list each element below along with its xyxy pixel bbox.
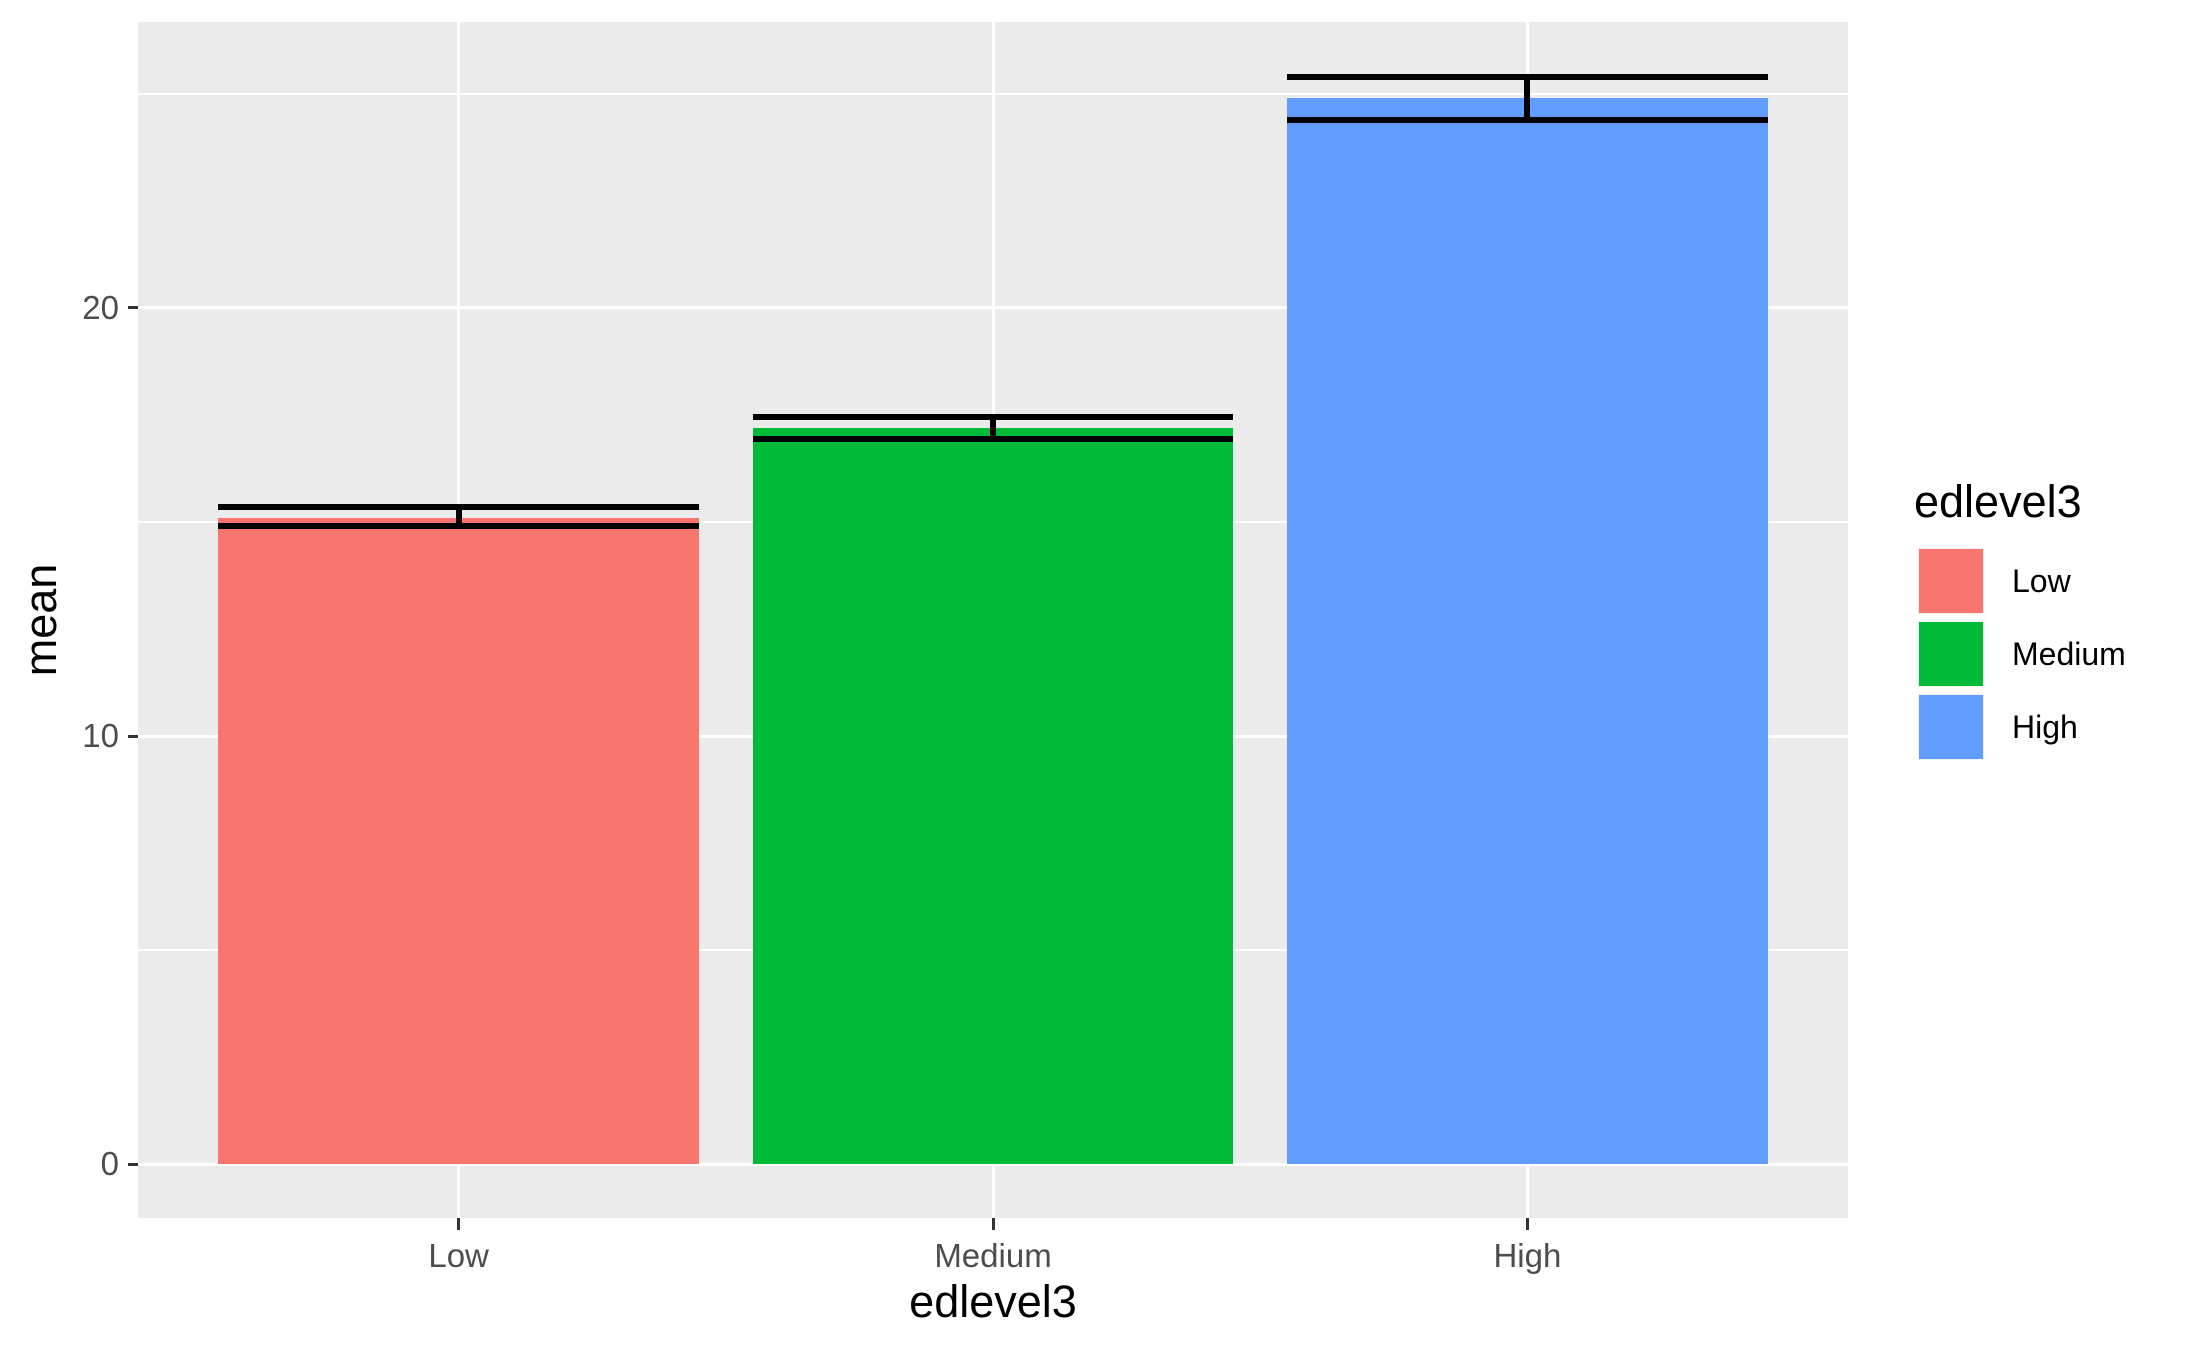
x-tick-mark	[457, 1218, 461, 1230]
error-bar-cap-bottom	[218, 523, 700, 530]
y-tick-label: 20	[82, 288, 119, 326]
legend-label: Low	[2012, 562, 2071, 599]
y-tick-mark	[128, 306, 138, 310]
y-tick-mark	[128, 734, 138, 738]
plot-panel	[138, 22, 1848, 1218]
y-tick-label: 0	[100, 1145, 119, 1183]
error-bar-stem	[455, 506, 462, 527]
legend-label: High	[2012, 708, 2078, 745]
x-tick-mark	[991, 1218, 995, 1230]
legend-swatch-high	[1918, 694, 1984, 760]
legend-title: edlevel3	[1914, 476, 2082, 527]
error-bar-cap-bottom	[1286, 116, 1768, 123]
legend-items: Low Medium High	[1918, 548, 2126, 767]
y-tick-mark	[128, 1162, 138, 1166]
bar-low	[218, 517, 700, 1165]
error-bar-stem	[990, 417, 996, 439]
legend-label: Medium	[2012, 635, 2126, 672]
y-tick-label: 10	[82, 717, 119, 754]
y-axis-title: mean	[15, 563, 66, 677]
x-axis-title: edlevel3	[909, 1276, 1077, 1327]
bar-high	[1286, 98, 1768, 1165]
legend-item-high: High	[1918, 694, 2126, 760]
x-tick-label-medium: Medium	[934, 1237, 1052, 1274]
legend-swatch-medium	[1918, 621, 1984, 687]
legend-swatch-low	[1918, 548, 1984, 614]
error-bar-stem	[1524, 76, 1531, 120]
bar-medium	[752, 427, 1234, 1165]
x-tick-label-low: Low	[428, 1237, 489, 1274]
x-tick-label-high: High	[1493, 1237, 1562, 1274]
legend-item-medium: Medium	[1918, 621, 2126, 687]
legend-item-low: Low	[1918, 548, 2126, 614]
error-bar-cap-bottom	[752, 435, 1234, 442]
x-tick-mark	[1525, 1218, 1529, 1230]
